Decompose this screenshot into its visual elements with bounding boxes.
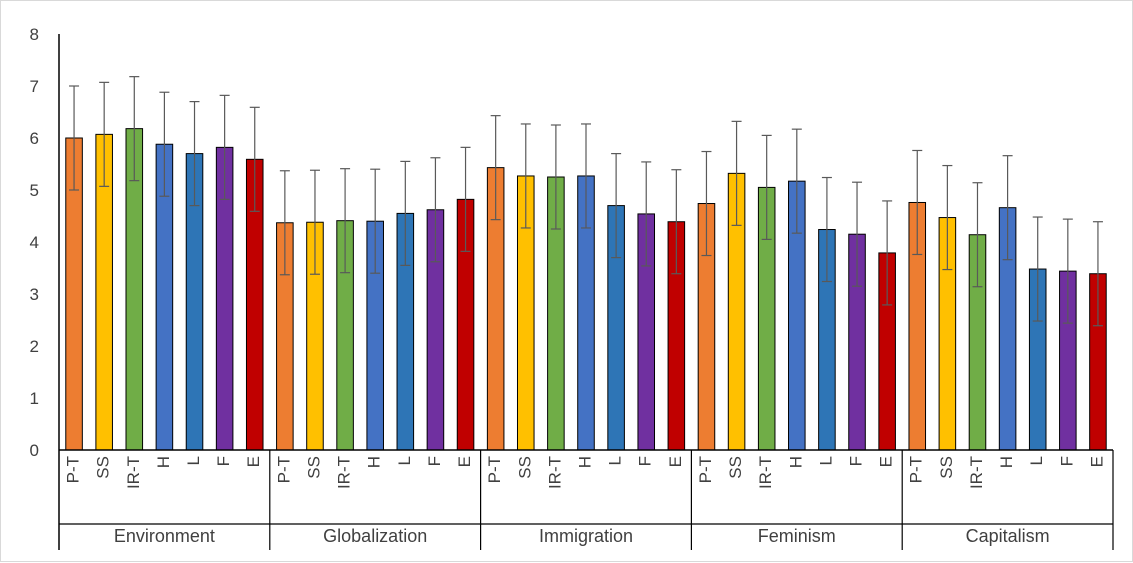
group-label: Feminism — [758, 526, 836, 546]
category-label: F — [847, 456, 866, 466]
y-tick-label: 2 — [30, 337, 39, 356]
category-label: P-T — [696, 456, 715, 483]
y-tick-label: 1 — [30, 389, 39, 408]
category-label: H — [786, 456, 805, 468]
y-tick-label: 3 — [30, 285, 39, 304]
category-label: H — [154, 456, 173, 468]
category-label: IR-T — [967, 456, 986, 489]
y-tick-label: 0 — [30, 441, 39, 460]
category-label: L — [816, 456, 835, 465]
category-label: L — [395, 456, 414, 465]
group-label: Globalization — [323, 526, 427, 546]
category-label: P-T — [64, 456, 83, 483]
y-tick-label: 7 — [30, 77, 39, 96]
category-label: L — [1027, 456, 1046, 465]
category-label: SS — [304, 456, 323, 479]
category-label: P-T — [485, 456, 504, 483]
category-label: L — [184, 456, 203, 465]
category-label: E — [666, 456, 685, 467]
category-label: F — [636, 456, 655, 466]
category-label: SS — [726, 456, 745, 479]
group-label: Immigration — [539, 526, 633, 546]
category-label: E — [877, 456, 896, 467]
category-label: IR-T — [756, 456, 775, 489]
x-axis-category-labels: P-T SS IR-T H L F E P-T SS IR-T H L F E P-T SS IR-T H L F E P… — [64, 456, 1107, 489]
category-label: F — [1057, 456, 1076, 466]
category-label: IR-T — [124, 456, 143, 489]
y-axis-ticks: 0 1 2 3 4 5 6 7 8 — [30, 25, 39, 460]
group-label: Capitalism — [966, 526, 1050, 546]
category-label: SS — [515, 456, 534, 479]
category-label: H — [997, 456, 1016, 468]
y-tick-label: 4 — [30, 233, 39, 252]
category-label: F — [214, 456, 233, 466]
group-label: Environment — [114, 526, 215, 546]
y-tick-label: 5 — [30, 181, 39, 200]
category-label: SS — [94, 456, 113, 479]
category-label: SS — [937, 456, 956, 479]
category-label: E — [455, 456, 474, 467]
category-label: P-T — [907, 456, 926, 483]
category-label: L — [606, 456, 625, 465]
category-label: IR-T — [545, 456, 564, 489]
category-label: E — [244, 456, 263, 467]
category-label: E — [1087, 456, 1106, 467]
category-label: IR-T — [335, 456, 354, 489]
category-label: F — [425, 456, 444, 466]
y-tick-label: 6 — [30, 129, 39, 148]
category-label: H — [365, 456, 384, 468]
category-label: H — [575, 456, 594, 468]
category-label: P-T — [274, 456, 293, 483]
x-axis-group-labels: Environment Globalization Immigration Femin… — [114, 526, 1050, 546]
y-tick-label: 8 — [30, 25, 39, 44]
